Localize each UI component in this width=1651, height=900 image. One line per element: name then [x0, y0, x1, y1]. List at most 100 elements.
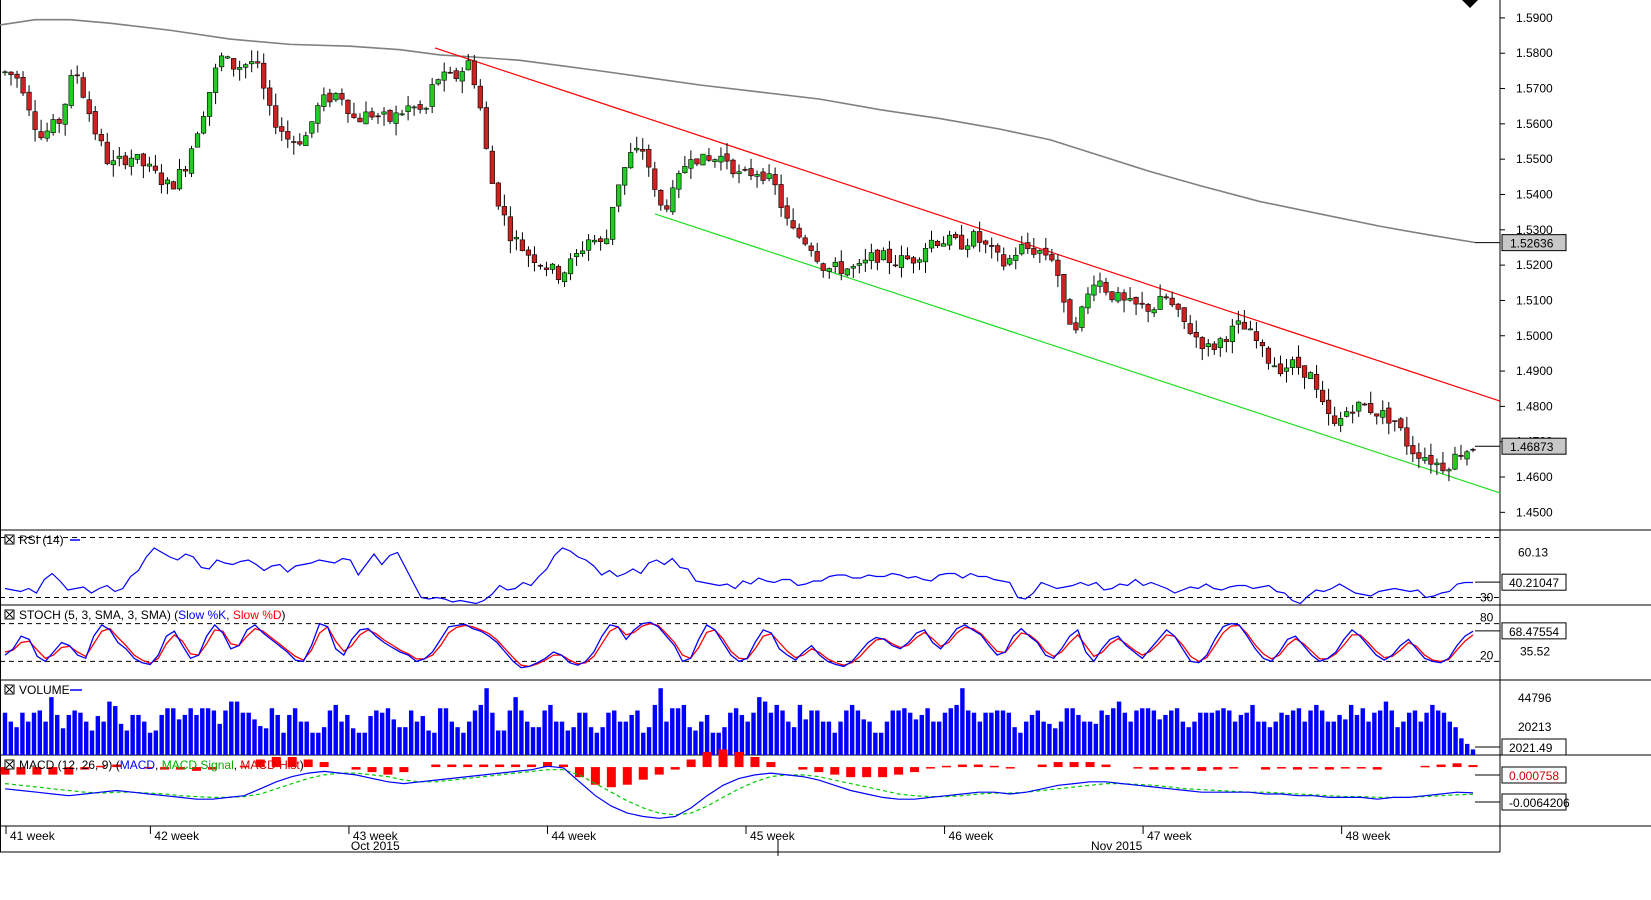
- candle[interactable]: [868, 243, 874, 270]
- candle[interactable]: [405, 96, 411, 121]
- candle[interactable]: [989, 237, 995, 259]
- candle[interactable]: [1109, 291, 1115, 303]
- candle[interactable]: [959, 224, 965, 250]
- candle[interactable]: [1235, 310, 1241, 334]
- candle[interactable]: [1223, 336, 1229, 353]
- candle[interactable]: [646, 144, 652, 177]
- candle[interactable]: [393, 105, 399, 136]
- candle[interactable]: [267, 80, 273, 116]
- candle[interactable]: [742, 166, 748, 172]
- candle[interactable]: [1085, 287, 1091, 314]
- candle[interactable]: [1410, 435, 1416, 462]
- candle[interactable]: [158, 164, 165, 194]
- candle[interactable]: [1229, 318, 1235, 354]
- candle[interactable]: [1127, 287, 1133, 302]
- candle[interactable]: [1007, 254, 1013, 267]
- candle[interactable]: [381, 107, 387, 126]
- candle[interactable]: [910, 255, 917, 274]
- candle[interactable]: [1181, 307, 1187, 330]
- candle[interactable]: [14, 70, 20, 88]
- candle[interactable]: [838, 250, 844, 281]
- candle[interactable]: [255, 50, 261, 69]
- candle[interactable]: [26, 85, 32, 117]
- candle[interactable]: [273, 93, 279, 135]
- candle[interactable]: [748, 158, 754, 181]
- candle[interactable]: [327, 88, 333, 108]
- candle[interactable]: [995, 243, 1001, 262]
- candle[interactable]: [188, 145, 195, 178]
- candle[interactable]: [880, 247, 886, 261]
- candle[interactable]: [249, 50, 255, 73]
- candle[interactable]: [977, 221, 983, 252]
- candle[interactable]: [874, 248, 880, 271]
- candle[interactable]: [1037, 249, 1043, 263]
- candle[interactable]: [80, 72, 86, 99]
- candle[interactable]: [1097, 272, 1103, 294]
- candle[interactable]: [886, 240, 893, 275]
- candle[interactable]: [796, 223, 802, 239]
- candle[interactable]: [952, 231, 959, 240]
- candle[interactable]: [1326, 388, 1332, 426]
- candle[interactable]: [369, 107, 375, 120]
- candle[interactable]: [411, 105, 417, 116]
- candle[interactable]: [387, 109, 393, 125]
- candle[interactable]: [1356, 401, 1362, 417]
- candle[interactable]: [682, 155, 688, 174]
- candle[interactable]: [784, 197, 790, 226]
- candle[interactable]: [1392, 420, 1398, 432]
- candle[interactable]: [351, 102, 357, 119]
- candle[interactable]: [892, 254, 899, 268]
- candle[interactable]: [1416, 443, 1422, 469]
- candle[interactable]: [555, 264, 562, 284]
- candle[interactable]: [1374, 413, 1380, 425]
- candle[interactable]: [616, 184, 622, 213]
- candle[interactable]: [790, 208, 796, 230]
- candle[interactable]: [285, 120, 291, 149]
- candle[interactable]: [736, 164, 742, 184]
- candle[interactable]: [700, 153, 706, 166]
- candle[interactable]: [808, 242, 814, 257]
- candle[interactable]: [1031, 238, 1037, 258]
- candle[interactable]: [333, 92, 339, 102]
- candle[interactable]: [225, 55, 231, 59]
- candle[interactable]: [98, 128, 104, 147]
- candle[interactable]: [1446, 467, 1452, 482]
- candle[interactable]: [489, 145, 495, 184]
- candle[interactable]: [399, 109, 405, 117]
- candle[interactable]: [814, 242, 820, 264]
- candle[interactable]: [1368, 391, 1374, 415]
- candle[interactable]: [1332, 406, 1338, 427]
- candle[interactable]: [261, 53, 267, 100]
- candle[interactable]: [68, 69, 74, 109]
- candle[interactable]: [856, 259, 862, 274]
- candle[interactable]: [1313, 364, 1320, 398]
- candle[interactable]: [1253, 321, 1260, 349]
- candle[interactable]: [1404, 416, 1410, 455]
- candle[interactable]: [1428, 443, 1434, 474]
- candle[interactable]: [1344, 407, 1350, 418]
- candle[interactable]: [754, 170, 760, 188]
- candle[interactable]: [140, 152, 146, 179]
- candle[interactable]: [826, 267, 832, 279]
- candle[interactable]: [110, 150, 116, 177]
- candle[interactable]: [1061, 273, 1067, 313]
- candle[interactable]: [916, 257, 923, 270]
- candle[interactable]: [1019, 235, 1025, 256]
- candle[interactable]: [1169, 291, 1175, 308]
- candle[interactable]: [315, 102, 321, 133]
- candle[interactable]: [688, 150, 694, 179]
- candle[interactable]: [92, 105, 98, 141]
- candle[interactable]: [38, 119, 44, 141]
- candle[interactable]: [212, 63, 219, 105]
- candle[interactable]: [1265, 346, 1272, 370]
- candle[interactable]: [471, 54, 477, 89]
- candle[interactable]: [1073, 316, 1079, 334]
- candle[interactable]: [940, 236, 947, 247]
- candle[interactable]: [658, 189, 664, 211]
- candle[interactable]: [634, 136, 640, 153]
- candles-layer[interactable]: [2, 50, 1476, 482]
- candle[interactable]: [62, 103, 68, 136]
- candle[interactable]: [44, 122, 50, 142]
- candle[interactable]: [483, 101, 489, 150]
